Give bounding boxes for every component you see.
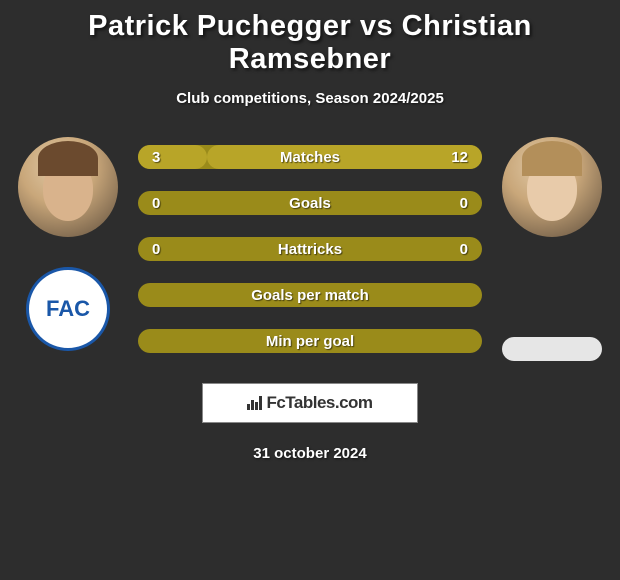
stat-right-value: 0 bbox=[442, 195, 482, 212]
stat-right-value: 12 bbox=[442, 149, 482, 166]
player-right-avatar bbox=[502, 137, 602, 237]
stat-label: Goals bbox=[138, 195, 482, 212]
chart-icon bbox=[247, 396, 262, 410]
brand-text: FcTables.com bbox=[266, 393, 372, 413]
stat-label: Goals per match bbox=[138, 287, 482, 304]
comparison-card: Patrick Puchegger vs Christian Ramsebner… bbox=[0, 0, 620, 472]
player-left-column: FAC bbox=[8, 137, 128, 351]
stat-bar: 0Goals0 bbox=[138, 191, 482, 215]
player-right-club-pill bbox=[502, 337, 602, 361]
player-left-avatar bbox=[18, 137, 118, 237]
player-left-club-logo: FAC bbox=[26, 267, 110, 351]
stat-label: Matches bbox=[138, 149, 482, 166]
player-right-column bbox=[492, 137, 612, 361]
stat-bar: 3Matches12 bbox=[138, 145, 482, 169]
stat-bar: 0Hattricks0 bbox=[138, 237, 482, 261]
club-logo-text: FAC bbox=[46, 296, 90, 322]
date-text: 31 october 2024 bbox=[8, 445, 612, 462]
subtitle: Club competitions, Season 2024/2025 bbox=[8, 90, 612, 107]
stat-bar: Min per goal bbox=[138, 329, 482, 353]
page-title: Patrick Puchegger vs Christian Ramsebner bbox=[8, 10, 612, 76]
stat-right-value: 0 bbox=[442, 241, 482, 258]
comparison-grid: FAC 3Matches120Goals00Hattricks0Goals pe… bbox=[8, 137, 612, 361]
stat-label: Min per goal bbox=[138, 333, 482, 350]
brand-box[interactable]: FcTables.com bbox=[202, 383, 418, 423]
stat-label: Hattricks bbox=[138, 241, 482, 258]
stat-bars: 3Matches120Goals00Hattricks0Goals per ma… bbox=[138, 137, 482, 353]
stat-bar: Goals per match bbox=[138, 283, 482, 307]
